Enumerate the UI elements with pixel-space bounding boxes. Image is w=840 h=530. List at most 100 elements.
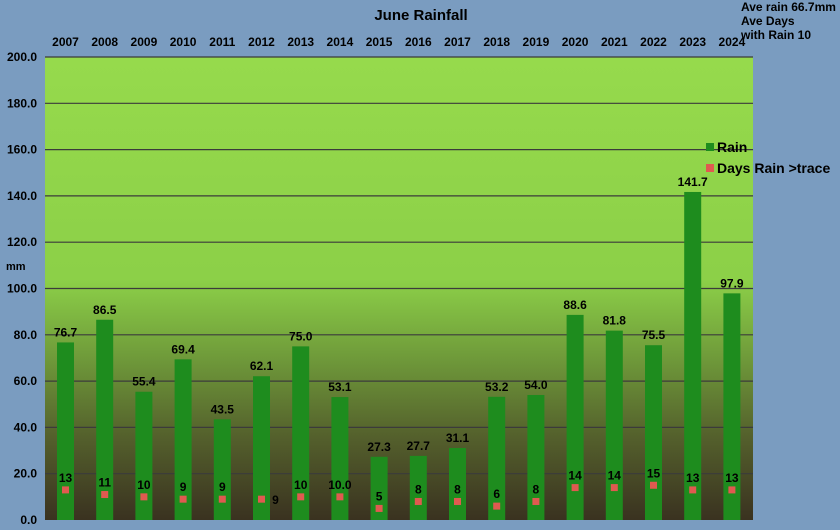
x-tick-label: 2015 <box>366 35 393 49</box>
x-tick-label: 2019 <box>523 35 550 49</box>
annotation-line-3: with Rain 10 <box>740 28 811 42</box>
days-marker <box>493 502 501 510</box>
rain-bar <box>370 456 388 520</box>
legend-label-rain: Rain <box>717 139 747 155</box>
rain-data-label: 31.1 <box>446 431 470 445</box>
y-axis-label: mm <box>6 261 26 273</box>
y-tick-label: 140.0 <box>7 189 37 203</box>
legend: Rain Days Rain >trace <box>706 139 830 176</box>
days-marker <box>375 504 383 512</box>
rain-bar <box>409 455 427 520</box>
rain-bar <box>645 345 662 520</box>
days-marker <box>62 486 69 494</box>
rain-bar <box>449 448 466 520</box>
rain-data-label: 53.1 <box>328 380 352 394</box>
rain-bar <box>96 319 114 520</box>
rain-bar <box>566 314 584 520</box>
y-tick-label: 120.0 <box>7 235 37 249</box>
x-tick-label: 2012 <box>248 35 275 49</box>
days-data-label: 10.0 <box>328 478 352 492</box>
days-data-label: 10 <box>294 478 308 492</box>
x-tick-label: 2020 <box>562 35 589 49</box>
rain-data-label: 27.3 <box>367 440 391 454</box>
x-tick-label: 2010 <box>170 35 197 49</box>
days-marker <box>532 497 540 505</box>
days-marker <box>571 484 579 492</box>
y-tick-label: 20.0 <box>14 467 38 481</box>
rain-data-label: 62.1 <box>250 359 274 373</box>
rain-data-label: 76.7 <box>54 325 78 339</box>
rain-bar <box>488 396 506 520</box>
days-data-label: 11 <box>98 476 111 490</box>
x-tick-label: 2009 <box>131 35 158 49</box>
days-data-label: 13 <box>686 471 700 485</box>
rain-data-label: 69.4 <box>171 342 195 356</box>
rain-data-label: 75.0 <box>289 329 313 343</box>
chart-title: June Rainfall <box>374 7 467 24</box>
days-data-label: 5 <box>376 489 383 503</box>
days-data-label: 13 <box>59 471 73 485</box>
days-data-label: 9 <box>180 480 187 494</box>
rain-bar <box>135 391 153 520</box>
x-tick-label: 2024 <box>719 35 746 49</box>
gridlines <box>45 56 753 475</box>
days-data-label: 13 <box>725 471 739 485</box>
y-tick-label: 100.0 <box>7 282 37 296</box>
days-marker <box>179 495 187 503</box>
y-tick-label: 200.0 <box>7 50 37 64</box>
rain-bar <box>213 419 231 520</box>
rain-bar <box>684 191 702 521</box>
rain-data-label: 88.6 <box>563 298 587 312</box>
rain-data-label: 55.4 <box>132 375 156 389</box>
annotation-line-2: Ave Days <box>741 14 795 28</box>
rain-data-label: 75.5 <box>642 328 666 342</box>
days-data-label: 9 <box>219 480 226 494</box>
rain-data-label: 141.7 <box>678 175 708 189</box>
rain-bar <box>723 293 741 520</box>
rain-data-label: 54.0 <box>524 378 548 392</box>
days-data-label: 8 <box>454 482 461 496</box>
days-marker <box>218 495 226 503</box>
days-data-label: 8 <box>415 482 422 496</box>
x-tick-label: 2011 <box>209 35 235 49</box>
x-tick-label: 2013 <box>287 35 314 49</box>
rain-data-label: 97.9 <box>720 276 744 290</box>
days-marker <box>689 486 697 494</box>
rain-bar <box>57 342 74 520</box>
days-data-label: 6 <box>493 487 500 501</box>
rain-data-label: 86.5 <box>93 303 117 317</box>
legend-label-days: Days Rain >trace <box>717 160 830 176</box>
x-tick-label: 2021 <box>601 35 628 49</box>
x-tick-label: 2022 <box>640 35 667 49</box>
days-marker <box>140 493 148 501</box>
legend-swatch-days <box>706 164 714 172</box>
days-marker <box>454 497 461 505</box>
x-tick-label: 2023 <box>679 35 706 49</box>
rain-bar <box>253 376 270 520</box>
y-tick-label: 0.0 <box>20 513 37 527</box>
rain-data-label: 53.2 <box>485 380 509 394</box>
y-tick-label: 160.0 <box>7 143 37 157</box>
x-tick-label: 2008 <box>91 35 118 49</box>
legend-swatch-rain <box>706 143 714 151</box>
days-marker <box>650 481 657 489</box>
days-marker <box>101 491 109 499</box>
days-data-label: 14 <box>568 469 582 483</box>
rain-bar <box>331 397 349 520</box>
days-marker <box>610 484 618 492</box>
days-data-label: 14 <box>608 469 622 483</box>
rain-bar <box>605 330 623 520</box>
y-axis-ticks: 0.0 20.0 40.0 60.0 80.0 100.0 120.0 140.0 160.0 1… <box>7 50 37 527</box>
days-marker <box>336 493 344 501</box>
y-tick-label: 40.0 <box>14 420 38 434</box>
days-data-label: 8 <box>533 482 540 496</box>
rain-bar <box>174 359 192 520</box>
x-tick-label: 2017 <box>444 35 471 49</box>
days-marker <box>728 486 736 494</box>
x-tick-label: 2014 <box>327 35 354 49</box>
x-tick-label: 2016 <box>405 35 432 49</box>
days-markers: 13 11 10 9 9 9 10 10.0 5 8 8 6 8 14 14 15 13 13 <box>59 466 739 512</box>
rain-data-label: 43.5 <box>211 402 235 416</box>
days-data-label: 10 <box>137 478 151 492</box>
rain-data-label: 81.8 <box>603 314 627 328</box>
